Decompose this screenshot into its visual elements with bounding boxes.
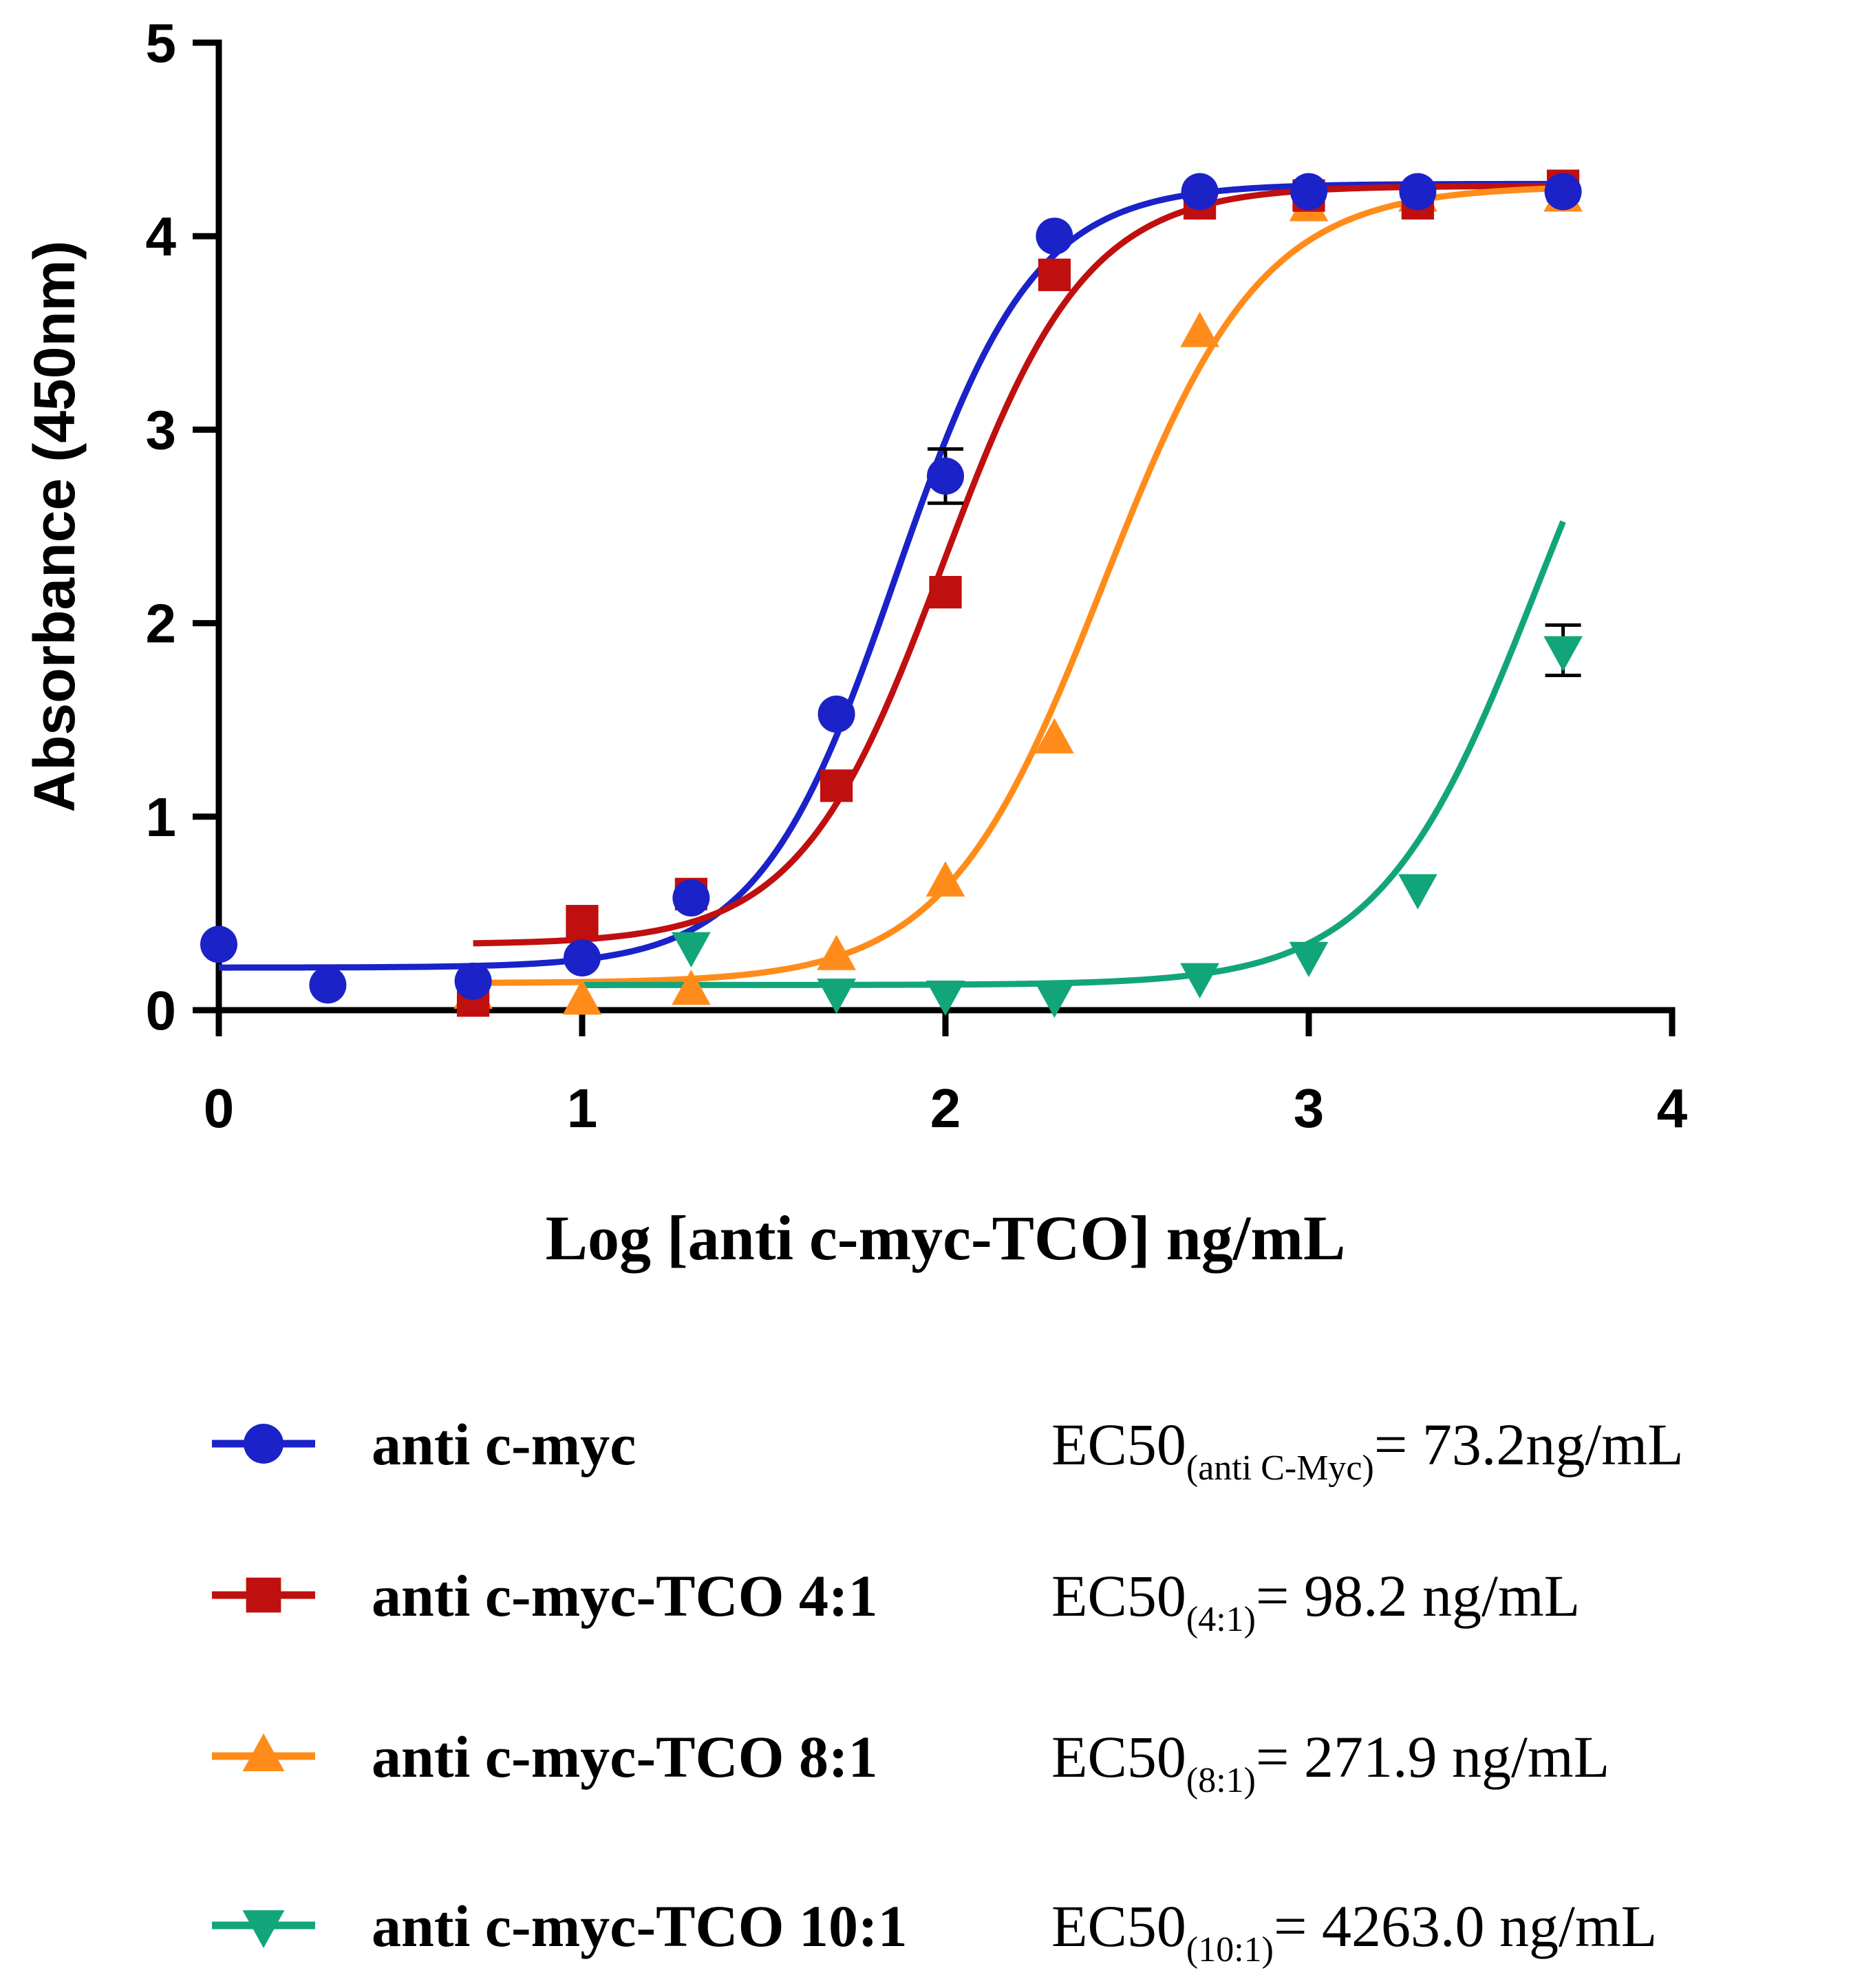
x-tick-label: 2 [930,1078,961,1139]
y-tick-label: 1 [146,787,177,848]
legend-label: anti c-myc-TCO 10:1 [372,1893,908,1959]
data-point-circle [672,879,710,917]
data-point-triangle-down [672,932,711,968]
data-point-circle [200,926,237,963]
ec50-subscript: (10:1) [1186,1930,1274,1969]
legend-item-3: anti c-myc-TCO 8:1 EC50(8:1)= 271.9 ng/mL [212,1724,1609,1800]
legend-item-2: anti c-myc-TCO 4:1 EC50(4:1)= 98.2 ng/mL [212,1563,1580,1639]
fit-curves [218,180,1566,988]
ec50-value: = 73.2ng/mL [1374,1411,1684,1477]
data-point-triangle-down [817,979,856,1014]
ec50-label: EC50(8:1)= 271.9 ng/mL [1051,1724,1609,1800]
legend-marker-square [246,1577,281,1613]
ec50-label: EC50(4:1)= 98.2 ng/mL [1051,1563,1580,1639]
data-point-triangle-up [817,934,856,970]
x-tick-label: 1 [567,1078,598,1139]
data-point-circle [1181,173,1219,211]
y-tick-label: 2 [146,593,177,654]
legend-label: anti c-myc [372,1411,636,1477]
ec50-value: = 98.2 ng/mL [1256,1563,1580,1629]
data-point-circle [1290,173,1327,211]
ec50-value: = 271.9 ng/mL [1256,1724,1609,1790]
legend-marker-triangle-up [242,1733,285,1772]
data-point-triangle-down [1180,963,1219,998]
data-point-triangle-down [925,980,965,1016]
axes: 0 1 2 3 4 5 0 1 2 3 4 Absorbance (450nm) Log [anti c… [22,12,1688,1273]
error-bars [928,447,1581,678]
data-point-square [820,769,853,802]
ec50-subscript: (4:1) [1186,1600,1256,1639]
ec50-label: EC50(anti C-Myc)= 73.2ng/mL [1051,1411,1684,1488]
fit-curve-1 [218,180,1563,971]
ec50-subscript: (8:1) [1186,1761,1256,1800]
fit-curve-2 [473,182,1563,947]
data-point-square [929,575,962,609]
data-point-circle [1399,173,1437,211]
data-point-square [1038,258,1071,292]
data-point-circle [1544,173,1582,211]
data-points [200,169,1583,1018]
ec50-label: EC50(10:1)= 4263.0 ng/mL [1051,1893,1657,1969]
y-tick-label: 0 [146,980,177,1041]
y-axis-title: Absorbance (450nm) [22,241,87,813]
data-point-circle [564,939,601,977]
data-point-circle [309,966,347,1004]
data-point-circle [454,962,492,1000]
data-point-square [566,905,599,938]
ec50-subscript: (anti C-Myc) [1186,1449,1374,1488]
ec50-value: = 4263.0 ng/mL [1274,1893,1657,1959]
data-point-triangle-down [1398,874,1437,910]
legend-label: anti c-myc-TCO 8:1 [372,1724,878,1790]
x-tick-label: 3 [1294,1078,1325,1139]
ec50-prefix: EC50 [1051,1563,1186,1629]
legend-marker-circle [244,1424,283,1464]
x-axis-title: Log [anti c-myc-TCO] ng/mL [546,1203,1346,1273]
data-point-triangle-up [925,861,965,897]
legend-item-4: anti c-myc-TCO 10:1 EC50(10:1)= 4263.0 ng… [212,1893,1657,1969]
ec50-prefix: EC50 [1051,1893,1186,1959]
fit-curve-3 [473,184,1563,986]
data-point-triangle-up [562,979,602,1015]
data-point-triangle-down [1035,982,1074,1018]
x-tick-label: 4 [1657,1078,1688,1139]
data-point-triangle-down [1543,636,1583,672]
legend: anti c-myc EC50(anti C-Myc)= 73.2ng/mLant… [212,1411,1684,1969]
data-point-triangle-up [672,970,711,1005]
y-tick-label: 5 [146,12,177,74]
data-point-circle [1036,217,1073,255]
data-point-circle [817,695,855,733]
ec50-prefix: EC50 [1051,1724,1186,1790]
y-tick-label: 4 [146,206,177,267]
ec50-prefix: EC50 [1051,1411,1186,1477]
data-point-triangle-up [1035,718,1074,753]
legend-item-1: anti c-myc EC50(anti C-Myc)= 73.2ng/mL [212,1411,1684,1488]
data-point-triangle-down [1289,941,1329,978]
y-tick-label: 3 [146,399,177,460]
data-point-circle [927,457,964,495]
legend-marker-triangle-down [242,1910,285,1949]
legend-label: anti c-myc-TCO 4:1 [372,1563,878,1629]
x-tick-label: 0 [204,1078,235,1139]
data-point-triangle-up [1180,312,1219,348]
